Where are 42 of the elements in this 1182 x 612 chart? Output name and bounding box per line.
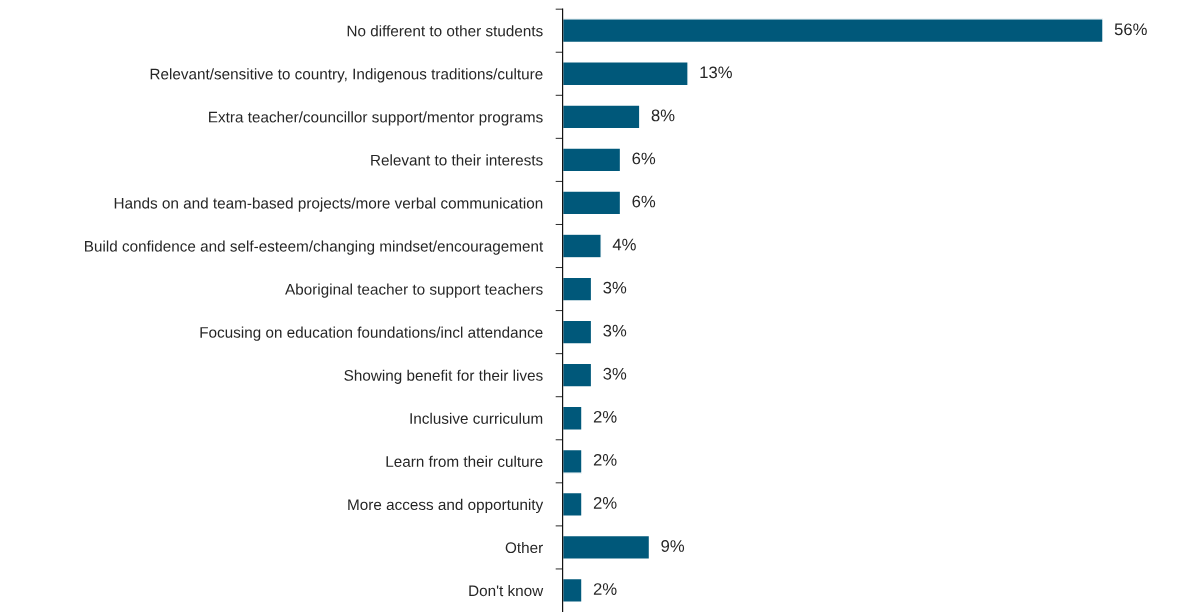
bar <box>562 18 1104 44</box>
bar <box>562 276 593 302</box>
bar <box>562 491 583 517</box>
y-tick-label: Aboriginal teacher to support teachers <box>285 283 543 298</box>
y-tick-label: More access and opportunity <box>348 498 544 514</box>
bar <box>562 534 651 560</box>
y-tick-label: Learn from their culture <box>386 455 543 467</box>
data-label: 3% <box>603 367 627 380</box>
data-label: 2% <box>593 453 617 466</box>
y-tick-label: Build confidence and self-esteem/changing mindset/encouragement <box>85 240 544 255</box>
y-tick-label: No different to other students <box>347 25 543 37</box>
y-tick-label: Relevant to their interests <box>371 154 543 166</box>
data-label: 2% <box>593 410 617 423</box>
bar <box>562 577 583 604</box>
y-tick-label: Showing benefit for their lives <box>344 369 543 384</box>
bar <box>562 405 583 431</box>
data-label: 9% <box>661 540 685 552</box>
bar <box>562 233 602 259</box>
y-tick-label: Extra teacher/councillor support/mentor programs <box>209 111 543 126</box>
bar <box>562 61 689 87</box>
data-label: 3% <box>603 324 627 337</box>
data-label: 13% <box>700 66 732 79</box>
bar <box>562 448 583 474</box>
bar <box>562 319 593 345</box>
y-tick-label: Focusing on education foundations/incl attendance <box>200 326 543 341</box>
data-label: 56% <box>1114 23 1147 36</box>
bar <box>562 147 622 173</box>
data-label: 6% <box>632 152 656 165</box>
bar <box>562 362 593 388</box>
y-tick-label: Don't know <box>469 584 544 597</box>
bar <box>562 104 641 130</box>
y-tick-label: Relevant/sensitive to country, Indigenous traditions/culture <box>150 68 543 83</box>
data-label: 8% <box>651 109 675 122</box>
y-tick-label: Hands on and team-based projects/more verbal communication <box>114 197 543 212</box>
data-label: 2% <box>593 583 617 595</box>
data-label: 4% <box>612 238 636 251</box>
data-label: 6% <box>632 195 656 208</box>
bar <box>562 190 622 216</box>
y-tick-label: Inclusive curriculum <box>410 412 543 424</box>
data-label: 2% <box>593 497 617 509</box>
y-tick-label: Other <box>505 541 543 554</box>
data-label: 3% <box>603 281 627 294</box>
